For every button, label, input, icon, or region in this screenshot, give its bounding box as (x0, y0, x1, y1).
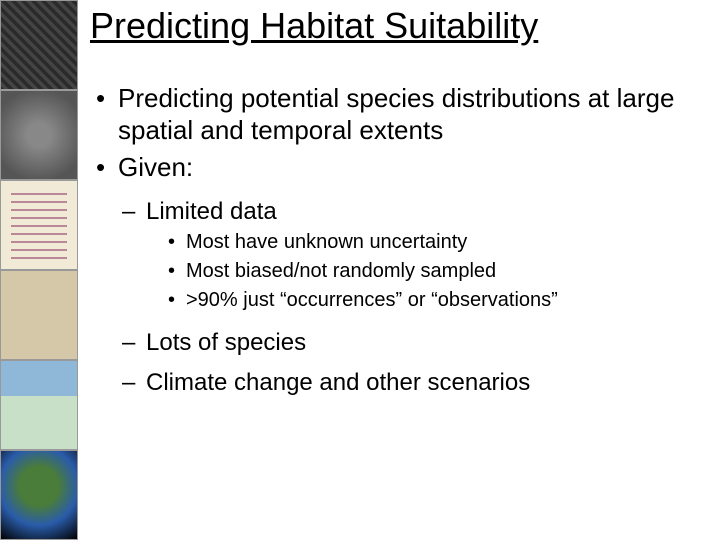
bullet-level1: Given: (90, 151, 710, 184)
slide-content: Predicting Habitat Suitability Predictin… (90, 6, 710, 400)
thumbnail-globe (0, 450, 78, 540)
bullet-level2: Lots of species (90, 328, 710, 358)
bullet-level1: Predicting potential species distributio… (90, 82, 710, 147)
bullet-list: Predicting potential species distributio… (90, 82, 710, 399)
thumbnail-grid-pattern (0, 0, 78, 90)
sidebar-thumbnails (0, 0, 78, 540)
thumbnail-relief-map (0, 360, 78, 450)
bullet-level2: Climate change and other scenarios (90, 368, 710, 398)
bullet-level3: Most have unknown uncertainty (90, 229, 710, 256)
bullet-level3: Most biased/not randomly sampled (90, 258, 710, 285)
bullet-level3: >90% just “occurrences” or “observations… (90, 287, 710, 314)
thumbnail-old-map (0, 270, 78, 360)
bullet-level2: Limited data (90, 197, 710, 227)
thumbnail-medieval-map (0, 180, 78, 270)
thumbnail-clay-tablet (0, 90, 78, 180)
slide-title: Predicting Habitat Suitability (90, 6, 710, 46)
